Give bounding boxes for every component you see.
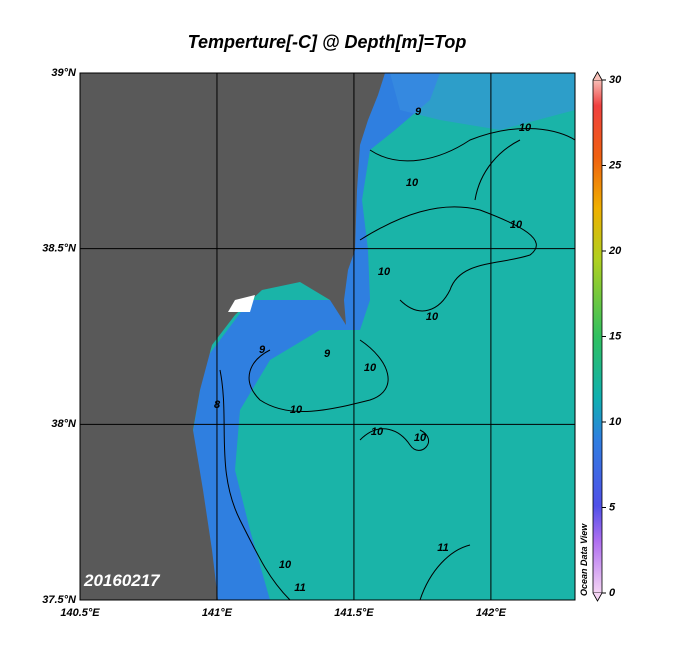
lon-tick-label: 142°E (476, 607, 507, 619)
contour-label: 10 (406, 177, 419, 189)
contour-label: 10 (510, 219, 523, 231)
contour-label: 11 (437, 542, 448, 554)
colorbar-tick-label: 15 (609, 330, 622, 342)
contour-lines (219, 128, 575, 600)
contour-label: 10 (364, 362, 377, 374)
land (80, 73, 385, 600)
contour-label: 11 (294, 582, 305, 594)
contour-label: 10 (371, 426, 384, 438)
colorbar-top-arrow (592, 71, 603, 81)
contour-label: 8 (214, 399, 221, 411)
grid (80, 73, 575, 600)
watermark: Ocean Data View (579, 523, 589, 596)
lat-tick-label: 38°N (51, 418, 77, 430)
contour-label: 10 (290, 404, 303, 416)
lat-tick-label: 39°N (51, 67, 77, 79)
contour-label: 10 (519, 122, 532, 134)
contour-label: 9 (415, 106, 422, 118)
plot-frame (79, 72, 576, 601)
lat-tick-label: 37.5°N (42, 594, 77, 606)
northern-cold-water (390, 73, 575, 130)
contour-label: 10 (426, 311, 439, 323)
contour-label: 9 (259, 344, 266, 356)
contour-label: 9 (324, 348, 331, 360)
coastal-cold-water (190, 73, 440, 600)
colorbar-tick-label: 0 (609, 587, 616, 599)
map-title: Temperture[-C] @ Depth[m]=Top (188, 32, 467, 52)
lon-tick-label: 140.5°E (60, 607, 100, 619)
colorbar-tick-label: 5 (609, 501, 616, 513)
plot-area (80, 73, 575, 600)
colorbar-tick-label: 25 (608, 159, 622, 171)
lon-tick-label: 141.5°E (334, 607, 374, 619)
lake (228, 295, 255, 312)
colorbar-tick-label: 30 (609, 74, 622, 86)
contour-label: 10 (414, 432, 427, 444)
colorbar-tick-label: 10 (609, 416, 622, 428)
lon-tick-label: 141°E (202, 607, 233, 619)
date-label: 20160217 (83, 571, 161, 590)
contour-label: 10 (279, 559, 292, 571)
colorbar-tick-label: 20 (608, 245, 622, 257)
contour-label: 10 (378, 266, 391, 278)
lat-tick-label: 38.5°N (42, 243, 77, 255)
colorbar-bottom-arrow (592, 592, 603, 602)
colorbar (592, 79, 603, 594)
